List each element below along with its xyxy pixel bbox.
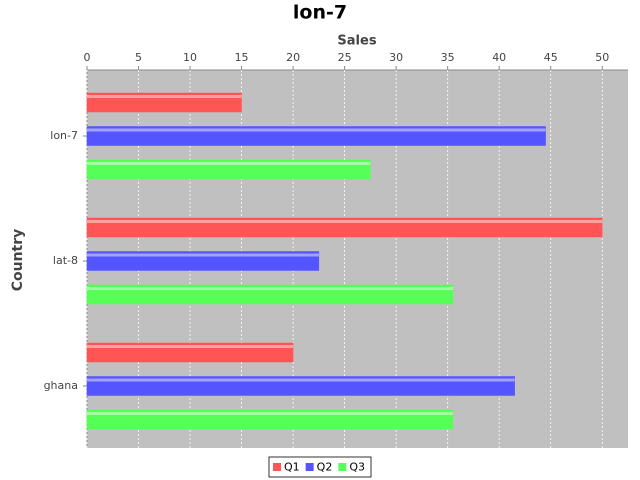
bar — [86, 217, 603, 238]
x-tick-label: 0 — [84, 51, 91, 64]
y-tick-label: lon-7 — [50, 129, 78, 142]
x-axis-label: Sales — [337, 34, 376, 49]
x-tick-label: 30 — [389, 51, 403, 64]
bar — [86, 342, 294, 363]
x-tick-label: 10 — [183, 51, 197, 64]
bar — [86, 284, 454, 305]
bar-highlight — [87, 378, 515, 382]
x-tick-label: 5 — [135, 51, 142, 64]
bar-highlight — [87, 162, 371, 165]
legend-label: Q1 — [284, 461, 300, 474]
legend-swatch — [338, 463, 347, 471]
x-tick-label: 35 — [441, 51, 455, 64]
bar-highlight — [87, 287, 453, 290]
legend-label: Q2 — [317, 461, 333, 474]
bar — [86, 251, 320, 271]
bar — [86, 126, 546, 146]
bar-highlight — [87, 128, 546, 132]
x-tick-label: 45 — [544, 51, 558, 64]
legend: Q1 Q2 Q3 — [268, 456, 372, 478]
bar-highlight — [87, 412, 453, 415]
chart-title: lon-7 — [293, 2, 347, 24]
y-tick-label: ghana — [44, 379, 78, 392]
legend-swatch — [305, 463, 314, 471]
x-tick-label: 40 — [492, 51, 506, 64]
y-axis-label: Country — [10, 229, 26, 292]
legend-label: Q3 — [349, 461, 365, 474]
y-tick-label: lat-8 — [53, 254, 78, 267]
x-tick-label: 50 — [595, 51, 609, 64]
x-tick-label: 15 — [235, 51, 249, 64]
bar-highlight — [87, 220, 603, 223]
x-tick-label: 20 — [286, 51, 300, 64]
bar-highlight — [87, 345, 294, 348]
legend-swatch — [272, 463, 281, 471]
bar — [86, 92, 242, 113]
bar — [86, 159, 371, 180]
bar-highlight — [87, 253, 319, 257]
legend-box — [268, 456, 372, 478]
bar-highlight — [87, 95, 242, 98]
bar — [86, 409, 454, 430]
x-tick-label: 25 — [338, 51, 352, 64]
bar — [86, 376, 515, 396]
